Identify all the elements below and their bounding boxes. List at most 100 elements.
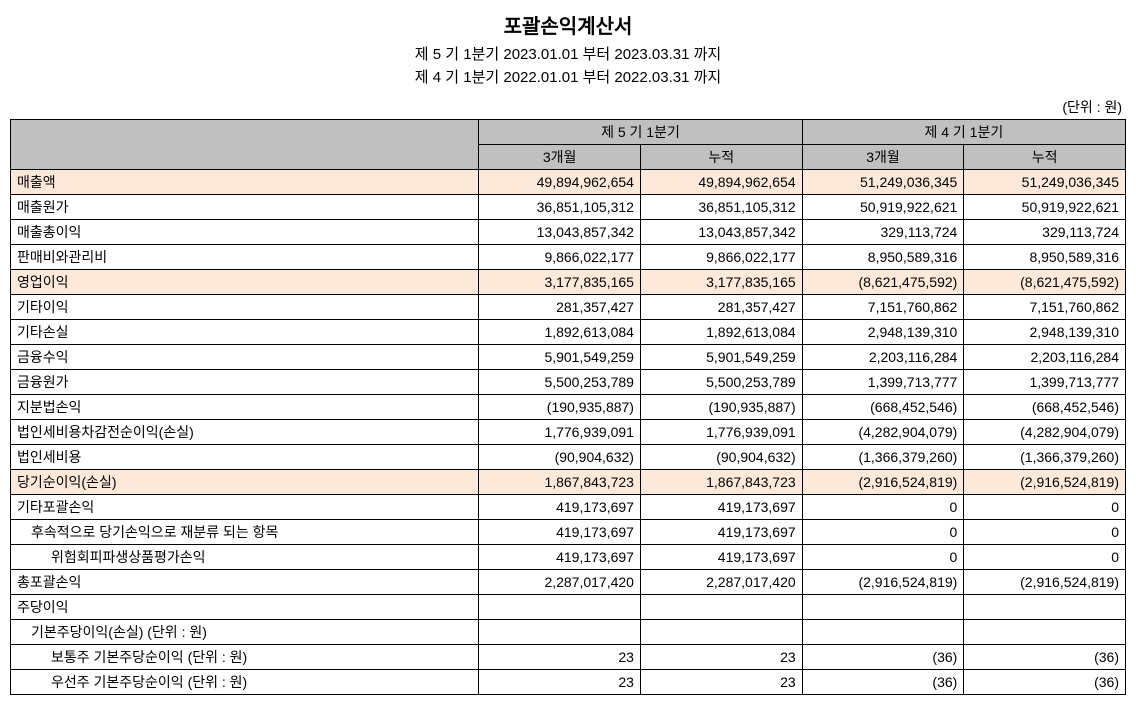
cell-value: 2,948,139,310 [964,320,1126,345]
table-row: 금융원가5,500,253,7895,500,253,7891,399,713,… [11,370,1126,395]
table-row: 판매비와관리비9,866,022,1779,866,022,1778,950,5… [11,245,1126,270]
cell-value: 51,249,036,345 [802,170,964,195]
cell-value: 51,249,036,345 [964,170,1126,195]
cell-value: 329,113,724 [964,220,1126,245]
cell-value: (4,282,904,079) [964,420,1126,445]
cell-value: 9,866,022,177 [479,245,641,270]
cell-value: (36) [802,645,964,670]
cell-value: 1,776,939,091 [640,420,802,445]
cell-value: 1,867,843,723 [640,470,802,495]
cell-value [640,620,802,645]
row-label: 우선주 기본주당순이익 (단위 : 원) [11,670,479,695]
cell-value: (668,452,546) [964,395,1126,420]
cell-value: 50,919,922,621 [964,195,1126,220]
cell-value: 2,948,139,310 [802,320,964,345]
cell-value: 23 [479,645,641,670]
cell-value: 23 [479,670,641,695]
table-row: 보통주 기본주당순이익 (단위 : 원)2323(36)(36) [11,645,1126,670]
cell-value: (1,366,379,260) [964,445,1126,470]
row-label: 매출원가 [11,195,479,220]
cell-value: 0 [802,495,964,520]
table-row: 기타포괄손익419,173,697419,173,69700 [11,495,1126,520]
cell-value: 7,151,760,862 [802,295,964,320]
cell-value: 281,357,427 [640,295,802,320]
row-label: 매출총이익 [11,220,479,245]
report-period-2: 제 4 기 1분기 2022.01.01 부터 2022.03.31 까지 [10,66,1126,87]
cell-value: 49,894,962,654 [479,170,641,195]
report-period-1: 제 5 기 1분기 2023.01.01 부터 2023.03.31 까지 [10,43,1126,64]
period5-header: 제 5 기 1분기 [479,120,802,145]
cell-value: 419,173,697 [479,495,641,520]
blank-header [11,120,479,170]
cell-value: 13,043,857,342 [479,220,641,245]
col-cumulative-2: 누적 [964,145,1126,170]
row-label: 기타이익 [11,295,479,320]
row-label: 주당이익 [11,595,479,620]
cell-value: 5,500,253,789 [640,370,802,395]
row-label: 영업이익 [11,270,479,295]
row-label: 금융원가 [11,370,479,395]
cell-value: (2,916,524,819) [802,570,964,595]
cell-value: (90,904,632) [640,445,802,470]
row-label: 총포괄손익 [11,570,479,595]
cell-value: (668,452,546) [802,395,964,420]
cell-value: (8,621,475,592) [964,270,1126,295]
cell-value: (2,916,524,819) [802,470,964,495]
cell-value: (8,621,475,592) [802,270,964,295]
cell-value: 1,867,843,723 [479,470,641,495]
table-row: 위험회피파생상품평가손익419,173,697419,173,69700 [11,545,1126,570]
row-label: 금융수익 [11,345,479,370]
cell-value: 3,177,835,165 [479,270,641,295]
row-label: 당기순이익(손실) [11,470,479,495]
income-statement-table: 제 5 기 1분기 제 4 기 1분기 3개월 누적 3개월 누적 매출액49,… [10,119,1126,695]
cell-value: 2,287,017,420 [479,570,641,595]
period4-header: 제 4 기 1분기 [802,120,1125,145]
cell-value: (36) [964,670,1126,695]
unit-label: (단위 : 원) [10,97,1126,117]
cell-value: 0 [964,545,1126,570]
table-row: 총포괄손익2,287,017,4202,287,017,420(2,916,52… [11,570,1126,595]
cell-value: 3,177,835,165 [640,270,802,295]
table-row: 주당이익 [11,595,1126,620]
cell-value: 0 [964,495,1126,520]
cell-value [640,595,802,620]
cell-value: 8,950,589,316 [802,245,964,270]
cell-value: 13,043,857,342 [640,220,802,245]
col-3month-2: 3개월 [802,145,964,170]
cell-value: (190,935,887) [640,395,802,420]
cell-value: 2,203,116,284 [802,345,964,370]
cell-value: 5,500,253,789 [479,370,641,395]
cell-value: 281,357,427 [479,295,641,320]
cell-value: 23 [640,645,802,670]
cell-value: 0 [802,545,964,570]
cell-value: (1,366,379,260) [802,445,964,470]
cell-value [479,620,641,645]
table-row: 금융수익5,901,549,2595,901,549,2592,203,116,… [11,345,1126,370]
header-row-1: 제 5 기 1분기 제 4 기 1분기 [11,120,1126,145]
cell-value: (90,904,632) [479,445,641,470]
cell-value: 7,151,760,862 [964,295,1126,320]
cell-value: 49,894,962,654 [640,170,802,195]
cell-value: 8,950,589,316 [964,245,1126,270]
cell-value: 5,901,549,259 [640,345,802,370]
cell-value: 419,173,697 [640,545,802,570]
row-label: 후속적으로 당기손익으로 재분류 되는 항목 [11,520,479,545]
row-label: 법인세비용차감전순이익(손실) [11,420,479,445]
cell-value: (36) [802,670,964,695]
col-3month-1: 3개월 [479,145,641,170]
cell-value: 419,173,697 [640,495,802,520]
cell-value: 419,173,697 [640,520,802,545]
table-row: 기타손실1,892,613,0841,892,613,0842,948,139,… [11,320,1126,345]
cell-value: 5,901,549,259 [479,345,641,370]
cell-value: 50,919,922,621 [802,195,964,220]
cell-value: 419,173,697 [479,520,641,545]
cell-value: 2,287,017,420 [640,570,802,595]
cell-value: 23 [640,670,802,695]
table-row: 당기순이익(손실)1,867,843,7231,867,843,723(2,91… [11,470,1126,495]
table-row: 지분법손익(190,935,887)(190,935,887)(668,452,… [11,395,1126,420]
cell-value: (2,916,524,819) [964,470,1126,495]
cell-value: 1,776,939,091 [479,420,641,445]
row-label: 기타손실 [11,320,479,345]
table-row: 기타이익281,357,427281,357,4277,151,760,8627… [11,295,1126,320]
cell-value [802,595,964,620]
